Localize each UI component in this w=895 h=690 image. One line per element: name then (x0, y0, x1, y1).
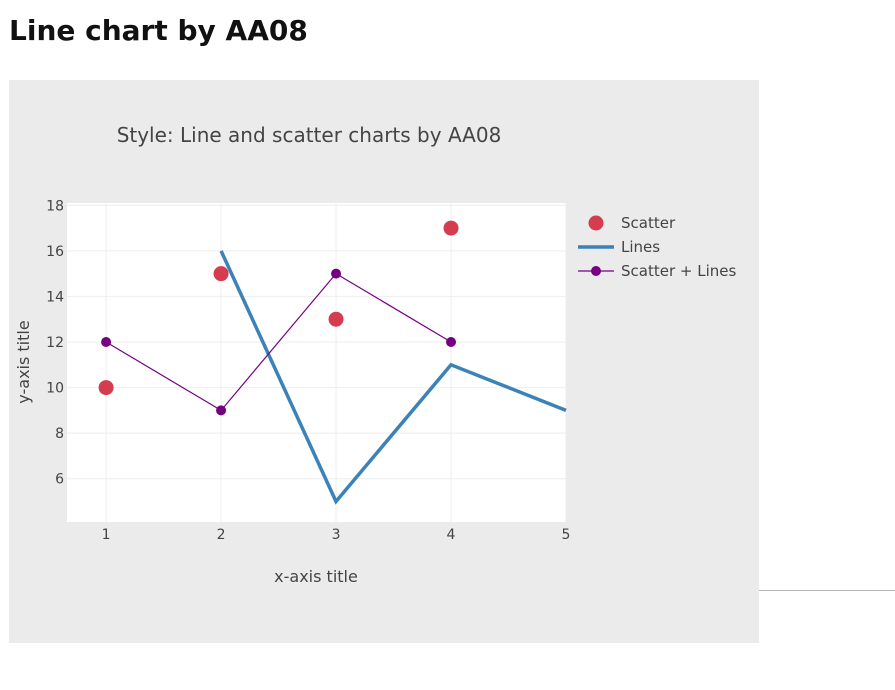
data-point[interactable] (216, 405, 227, 416)
y-tick-label: 14 (46, 289, 64, 305)
legend-label: Lines (621, 238, 660, 256)
data-point[interactable] (213, 266, 229, 282)
series-line (219, 250, 567, 505)
series-line (105, 272, 452, 412)
data-point[interactable] (446, 336, 457, 347)
legend-marker-swatch (588, 215, 604, 231)
plot-area (67, 203, 566, 522)
x-tick-label: 5 (562, 527, 571, 543)
legend-item-scatter-lines[interactable]: Scatter + Lines (578, 262, 736, 280)
y-tick-label: 6 (55, 472, 64, 488)
series-scatter-lines (101, 268, 457, 416)
x-tick-label: 4 (447, 527, 456, 543)
x-tick-label: 1 (102, 527, 111, 543)
x-tick-label: 2 (217, 527, 226, 543)
legend-label: Scatter + Lines (621, 262, 736, 280)
data-point[interactable] (98, 380, 114, 396)
x-axis-ticks: 1 2 3 4 5 (102, 527, 571, 543)
data-point[interactable] (331, 268, 342, 279)
y-axis-ticks: 6 8 10 12 14 16 18 (46, 198, 64, 487)
legend-marker-swatch (591, 266, 601, 276)
y-tick-label: 10 (46, 381, 64, 397)
y-tick-label: 18 (46, 198, 64, 214)
series-scatter (98, 220, 459, 396)
y-tick-label: 12 (46, 335, 64, 351)
page-title: Line chart by AA08 (9, 14, 308, 47)
data-point[interactable] (443, 220, 459, 236)
y-tick-label: 8 (55, 426, 64, 442)
divider-line (759, 590, 895, 591)
y-axis-title: y-axis title (14, 320, 33, 403)
chart-title: Style: Line and scatter charts by AA08 (117, 123, 502, 147)
grid-lines (67, 203, 567, 522)
y-tick-label: 16 (46, 244, 64, 260)
legend-label: Scatter (621, 214, 676, 232)
data-point[interactable] (101, 336, 112, 347)
series-lines (219, 250, 567, 505)
legend-item-scatter[interactable]: Scatter (588, 214, 676, 232)
legend: Scatter Lines Scatter + Lines (578, 214, 736, 280)
series-layer (98, 220, 567, 505)
x-tick-label: 3 (332, 527, 341, 543)
legend-item-lines[interactable]: Lines (578, 238, 660, 256)
x-axis-title: x-axis title (274, 567, 358, 586)
data-point[interactable] (328, 311, 344, 327)
